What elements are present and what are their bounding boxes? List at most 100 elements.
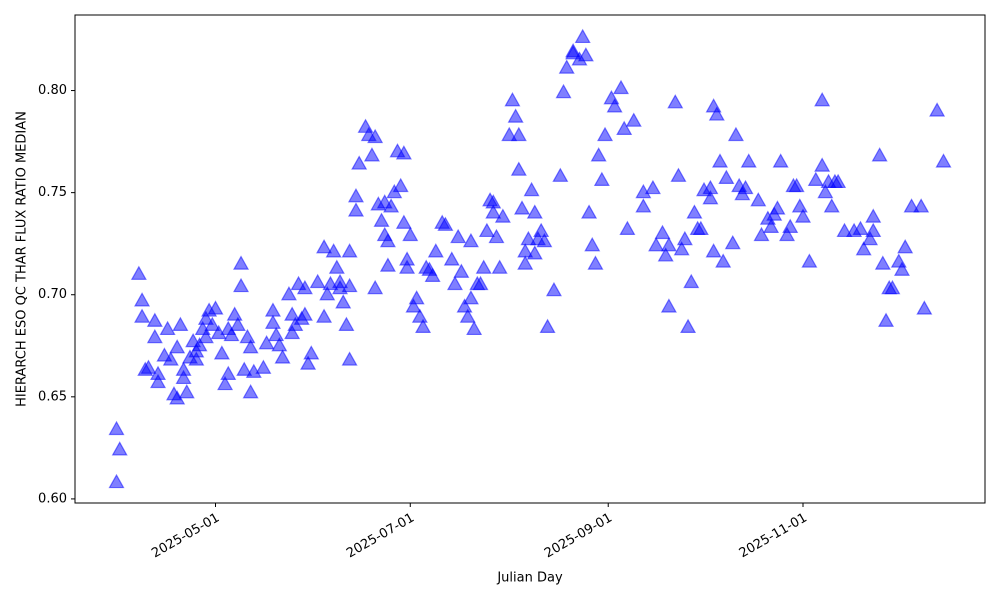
data-point: [590, 147, 607, 162]
data-point: [935, 153, 952, 168]
data-point: [300, 355, 317, 370]
data-point: [268, 326, 285, 342]
data-point: [478, 222, 495, 238]
data-point: [871, 147, 888, 162]
data-point: [823, 198, 840, 213]
data-point: [405, 298, 422, 313]
data-point: [373, 212, 390, 227]
data-point: [213, 345, 230, 360]
data-point: [877, 312, 895, 327]
data-point: [702, 179, 719, 195]
data-point: [612, 79, 630, 95]
data-point: [657, 247, 674, 262]
data-point: [242, 339, 259, 354]
data-point: [236, 361, 253, 376]
data-point: [510, 161, 527, 176]
data-point: [392, 177, 409, 193]
data-point: [146, 328, 163, 344]
data-point: [462, 290, 479, 305]
data-point: [475, 259, 492, 274]
data-point: [660, 237, 677, 252]
data-point: [491, 259, 508, 274]
data-point: [175, 369, 192, 385]
data-point: [862, 230, 879, 246]
data-point: [648, 237, 665, 252]
data-point: [271, 337, 288, 352]
data-point: [597, 126, 614, 142]
data-point: [427, 243, 444, 258]
data-point: [593, 171, 610, 186]
plot-frame: [74, 14, 986, 504]
data-point: [367, 279, 384, 295]
data-point: [341, 351, 358, 366]
data-point: [565, 45, 582, 60]
data-point: [772, 153, 789, 168]
data-point: [316, 308, 333, 323]
data-point: [383, 198, 400, 213]
data-point: [233, 277, 250, 293]
y-axis-label: HIERARCH ESO QC THAR FLUX RATIO MEDIAN: [15, 111, 30, 407]
data-point: [169, 339, 186, 354]
data-point: [727, 126, 744, 142]
data-point: [296, 306, 313, 321]
data-point: [782, 218, 799, 233]
data-point: [108, 420, 125, 436]
data-point: [284, 324, 301, 340]
data-point: [724, 234, 741, 250]
data-point: [526, 245, 543, 260]
data-point: [507, 108, 524, 123]
data-point: [204, 316, 221, 331]
data-point: [130, 265, 147, 280]
data-point: [188, 351, 205, 366]
data-point: [718, 169, 735, 184]
data-point: [408, 290, 425, 305]
data-point: [852, 220, 869, 235]
data-point: [581, 204, 598, 219]
data-point: [494, 208, 511, 223]
data-point: [415, 318, 432, 334]
data-point: [794, 208, 812, 223]
data-point: [517, 243, 534, 258]
data-point: [929, 102, 946, 117]
data-point: [363, 147, 380, 162]
data-point: [711, 153, 729, 168]
data-point: [399, 259, 416, 274]
data-point: [229, 316, 246, 331]
data-point: [893, 261, 911, 276]
data-point: [558, 59, 575, 74]
data-point: [239, 328, 256, 344]
data-point: [347, 187, 365, 203]
data-point: [660, 298, 677, 313]
data-point: [485, 194, 502, 209]
data-point: [913, 198, 930, 213]
data-point: [172, 316, 189, 331]
data-point: [108, 473, 125, 489]
data-point: [399, 251, 416, 266]
data-point: [680, 318, 697, 334]
y-tick-label: 0.80: [38, 83, 67, 98]
data-point: [134, 292, 151, 307]
data-point: [702, 190, 719, 205]
data-point: [472, 275, 489, 291]
data-point: [753, 226, 770, 242]
data-point: [316, 239, 333, 254]
data-point: [220, 365, 237, 380]
data-point: [485, 204, 502, 219]
data-point: [284, 306, 301, 321]
data-point: [379, 257, 396, 272]
data-point: [338, 316, 355, 331]
data-point: [673, 241, 690, 256]
data-point: [545, 281, 562, 297]
data-point: [367, 128, 384, 144]
data-point: [395, 145, 412, 160]
data-point: [146, 312, 163, 327]
data-point: [692, 220, 709, 235]
data-point: [437, 216, 454, 231]
data-point: [903, 198, 920, 213]
data-point: [884, 279, 901, 295]
data-point: [466, 320, 483, 336]
data-point: [303, 345, 320, 360]
data-point: [916, 300, 933, 315]
data-point: [606, 98, 623, 113]
